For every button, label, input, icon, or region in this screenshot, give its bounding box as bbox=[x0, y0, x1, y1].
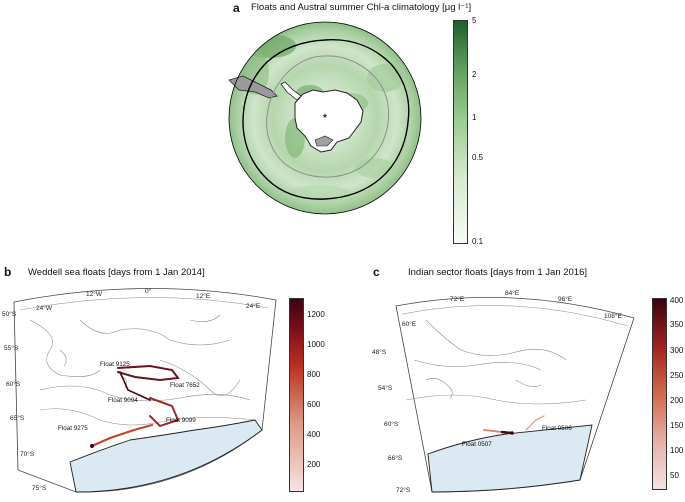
weddell-bathymetry bbox=[29, 314, 256, 426]
lon-label-84e: 84°E bbox=[505, 289, 520, 297]
lat-label-72s: 72°S bbox=[396, 486, 411, 494]
weddell-frame-inner bbox=[19, 297, 269, 311]
cb-b-tick-200: 200 bbox=[307, 460, 321, 469]
weddell-sea-map: 24°W 12°W 0° 12°E 24°E 50°S 55°S 60°S 65… bbox=[2, 287, 277, 493]
days-colorbar-b bbox=[289, 298, 304, 492]
cb-b-tick-1000: 1000 bbox=[307, 340, 325, 349]
lon-label-12w: 12°W bbox=[86, 290, 103, 298]
lat-label-65s: 65°S bbox=[10, 414, 25, 422]
lat-label-50s: 50°S bbox=[2, 310, 17, 318]
lat-label-48s: 48°S bbox=[372, 348, 387, 356]
indian-bathymetry bbox=[405, 319, 587, 405]
float-9275-label: Float 9275 bbox=[58, 425, 88, 432]
lat-label-54s: 54°S bbox=[378, 384, 393, 392]
lon-label-12e: 12°E bbox=[196, 292, 211, 300]
map-a-border bbox=[228, 21, 422, 215]
float-0506-label: Float 0506 bbox=[542, 425, 572, 432]
lat-label-75s: 75°S bbox=[32, 484, 47, 492]
cb-c-tick-400: 400 bbox=[670, 296, 684, 305]
panel-a-title: Floats and Austral summer Chl-a climatol… bbox=[251, 2, 472, 13]
cb-a-tick-5: 5 bbox=[472, 16, 477, 25]
float-9099-label: Float 9099 bbox=[166, 417, 196, 424]
indian-float-tracks bbox=[483, 415, 545, 435]
float-9125-label: Float 9125 bbox=[100, 361, 130, 368]
float-0507-label: Float 0507 bbox=[462, 441, 492, 448]
panel-c-label: c bbox=[373, 265, 380, 279]
cb-b-tick-600: 600 bbox=[307, 400, 321, 409]
lat-label-60s: 60°S bbox=[384, 420, 399, 428]
panel-b-label: b bbox=[4, 265, 12, 279]
cb-a-tick-1: 1 bbox=[472, 113, 477, 122]
ice-shelf-patch bbox=[314, 135, 334, 147]
lon-label-24w: 24°W bbox=[36, 304, 53, 312]
antarctica-landmass bbox=[294, 89, 364, 153]
lat-label-66s: 66°S bbox=[388, 454, 403, 462]
cb-c-tick-300: 300 bbox=[670, 346, 684, 355]
panel-b-title: Weddell sea floats [days from 1 Jan 2014… bbox=[28, 267, 205, 278]
chl-colorbar bbox=[453, 20, 468, 244]
inner-front-contour bbox=[266, 55, 390, 178]
float-tracks bbox=[90, 364, 180, 448]
lon-label-24e: 24°E bbox=[246, 302, 261, 310]
lon-label-60e: 60°E bbox=[402, 320, 417, 328]
panel-c-title: Indian sector floats [days from 1 Jan 20… bbox=[408, 267, 588, 278]
cb-c-tick-250: 250 bbox=[670, 371, 684, 380]
antarctic-peninsula bbox=[280, 81, 302, 101]
float-9094-label: Float 9094 bbox=[108, 397, 138, 404]
cb-a-tick-0-5: 0.5 bbox=[472, 153, 484, 162]
antarctic-chl-map: * bbox=[228, 21, 422, 215]
lat-label-70s: 70°S bbox=[20, 450, 35, 458]
float-7652-label: Float 7652 bbox=[170, 382, 200, 389]
lon-label-72e: 72°E bbox=[450, 295, 465, 303]
outer-front-contour bbox=[242, 39, 410, 200]
days-colorbar-c bbox=[652, 298, 667, 490]
cb-b-tick-400: 400 bbox=[307, 430, 321, 439]
indian-sector-map: 60°E 72°E 84°E 96°E 108°E 48°S 54°S 60°S… bbox=[372, 289, 635, 494]
cb-c-tick-150: 150 bbox=[670, 421, 684, 430]
lat-label-60s: 60°S bbox=[6, 380, 21, 388]
lon-label-0: 0° bbox=[145, 287, 152, 295]
weddell-coastline bbox=[69, 419, 263, 493]
cb-a-tick-0-1: 0.1 bbox=[472, 237, 484, 246]
cb-c-tick-100: 100 bbox=[670, 446, 684, 455]
indian-coastline bbox=[427, 424, 593, 493]
cb-a-tick-2: 2 bbox=[472, 70, 477, 79]
cb-b-tick-1200: 1200 bbox=[307, 310, 325, 319]
cb-b-tick-800: 800 bbox=[307, 370, 321, 379]
south-pole-marker: * bbox=[323, 111, 328, 125]
lon-label-108e: 108°E bbox=[604, 312, 622, 320]
lat-label-55s: 55°S bbox=[4, 344, 19, 352]
south-america-landmass bbox=[228, 75, 278, 99]
cb-c-tick-350: 350 bbox=[670, 320, 684, 329]
panel-a-label: a bbox=[233, 1, 240, 15]
indian-frame-inner bbox=[401, 305, 629, 327]
lon-label-96e: 96°E bbox=[558, 295, 573, 303]
cb-c-tick-50: 50 bbox=[670, 471, 679, 480]
cb-c-tick-200: 200 bbox=[670, 396, 684, 405]
